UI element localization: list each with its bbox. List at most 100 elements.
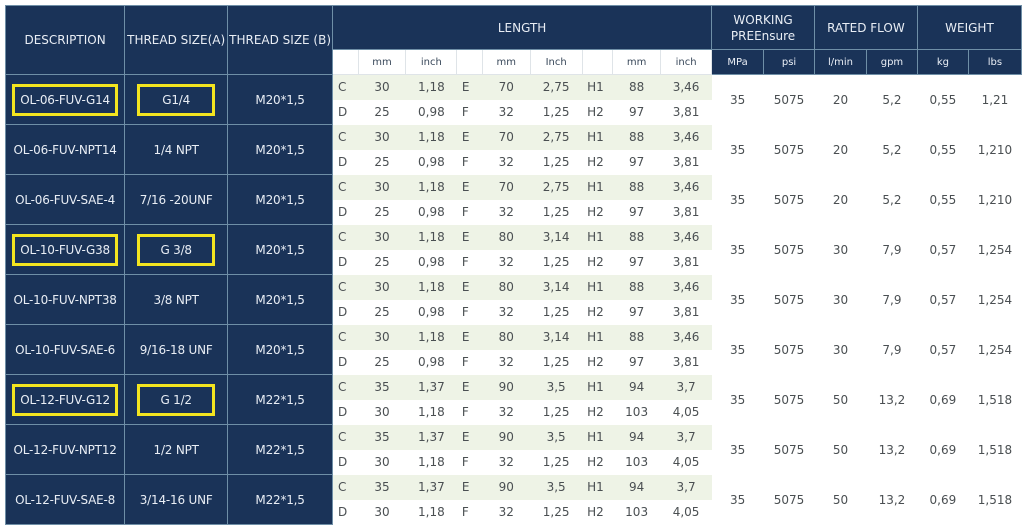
row-label: C <box>332 74 359 100</box>
table-row: OL-06-FUV-G14 G1/4 M20*1,5 C 30 1,18 E 70 2,75 H1… <box>4 74 1022 125</box>
thread-size: 1/4 NPT <box>153 142 199 157</box>
table-row: OL-12-FUV-G12 G 1/2 M22*1,5 C 35 1,37 E 90 3,5 H1… <box>4 374 1022 425</box>
d-inch: 0,98 <box>405 299 457 325</box>
thread-size-b-cell: M22*1,5 <box>227 474 334 525</box>
e-inch: 3,14 <box>530 324 583 350</box>
unit-mm: mm <box>612 49 662 75</box>
weight-lbs: 1,21 <box>968 74 1022 125</box>
rated-flow-lmin: 20 <box>814 174 867 225</box>
c-mm: 30 <box>358 174 406 200</box>
thread-size-b-cell: M20*1,5 <box>227 224 334 275</box>
e-inch: 2,75 <box>530 174 583 200</box>
working-pressure-mpa: 35 <box>711 474 764 525</box>
thread-size: M22*1,5 <box>255 492 305 507</box>
weight-kg: 0,55 <box>917 74 969 125</box>
unit-gpm: gpm <box>865 49 918 75</box>
h2-inch: 4,05 <box>660 499 712 525</box>
working-pressure-mpa: 35 <box>711 424 764 475</box>
d-inch: 1,18 <box>405 399 457 425</box>
working-pressure-mpa: 35 <box>711 274 764 325</box>
h1-inch: 3,46 <box>660 224 712 250</box>
c-inch: 1,37 <box>405 424 457 450</box>
unit-mm: mm <box>357 49 407 75</box>
row-label: H2 <box>582 249 613 275</box>
e-mm: 70 <box>482 74 531 100</box>
h2-mm: 97 <box>612 249 661 275</box>
row-label: C <box>332 224 359 250</box>
h1-mm: 88 <box>612 324 661 350</box>
row-label: H2 <box>582 349 613 375</box>
spec-table-body: OL-06-FUV-G14 G1/4 M20*1,5 C 30 1,18 E 70 2,75 H1… <box>4 74 1022 525</box>
row-label: H2 <box>582 199 613 225</box>
d-inch: 0,98 <box>405 199 457 225</box>
part-number: OL-12-FUV-G12 <box>12 383 119 416</box>
e-mm: 90 <box>482 474 531 500</box>
header-description: DESCRIPTION <box>4 5 126 75</box>
h2-mm: 97 <box>612 99 661 125</box>
d-mm: 25 <box>358 299 406 325</box>
c-inch: 1,37 <box>405 374 457 400</box>
thread-size-a-cell: 3/8 NPT <box>124 274 229 325</box>
table-row: D 25 0,98 F 32 1,25 H2 97 3,81 <box>6 299 1022 325</box>
thread-size: M20*1,5 <box>255 242 305 257</box>
part-number: OL-06-FUV-SAE-4 <box>15 192 116 207</box>
description-cell: OL-06-FUV-NPT14 <box>4 124 126 175</box>
d-mm: 25 <box>358 199 406 225</box>
c-inch: 1,18 <box>405 124 457 150</box>
rated-flow-gpm: 5,2 <box>866 124 918 175</box>
h2-mm: 103 <box>612 449 661 475</box>
d-inch: 0,98 <box>405 99 457 125</box>
weight-lbs: 1,210 <box>968 124 1022 175</box>
h1-inch: 3,46 <box>660 174 712 200</box>
h1-inch: 3,7 <box>660 424 712 450</box>
c-mm: 30 <box>358 224 406 250</box>
row-label: E <box>456 224 483 250</box>
working-pressure-psi: 5075 <box>763 124 815 175</box>
f-mm: 32 <box>482 499 531 525</box>
rated-flow-lmin: 20 <box>814 124 867 175</box>
row-label: H1 <box>582 424 613 450</box>
thread-size: M20*1,5 <box>255 92 305 107</box>
c-inch: 1,18 <box>405 174 457 200</box>
row-label: H1 <box>582 174 613 200</box>
row-label: F <box>456 199 483 225</box>
working-pressure-psi: 5075 <box>763 174 815 225</box>
row-label: H2 <box>582 99 613 125</box>
c-mm: 30 <box>358 324 406 350</box>
description-cell: OL-06-FUV-SAE-4 <box>4 174 126 225</box>
row-label: E <box>456 424 483 450</box>
e-mm: 70 <box>482 174 531 200</box>
f-inch: 1,25 <box>530 299 583 325</box>
row-label: F <box>456 149 483 175</box>
working-pressure-psi: 5075 <box>763 474 815 525</box>
h2-inch: 4,05 <box>660 449 712 475</box>
header-rated-flow: RATED FLOW <box>814 5 918 50</box>
d-mm: 30 <box>358 449 406 475</box>
h2-inch: 4,05 <box>660 399 712 425</box>
table-row: D 25 0,98 F 32 1,25 H2 97 3,81 <box>6 199 1022 225</box>
row-label: D <box>332 299 359 325</box>
h2-inch: 3,81 <box>660 249 712 275</box>
thread-size: M22*1,5 <box>255 442 305 457</box>
h1-mm: 94 <box>612 474 661 500</box>
rated-flow-gpm: 7,9 <box>866 274 918 325</box>
f-inch: 1,25 <box>530 499 583 525</box>
row-label: D <box>332 99 359 125</box>
h2-mm: 103 <box>612 399 661 425</box>
rated-flow-gpm: 13,2 <box>866 424 918 475</box>
e-inch: 3,14 <box>530 274 583 300</box>
f-mm: 32 <box>482 299 531 325</box>
h1-inch: 3,46 <box>660 74 712 100</box>
e-mm: 70 <box>482 124 531 150</box>
weight-kg: 0,57 <box>917 324 969 375</box>
d-mm: 25 <box>358 249 406 275</box>
thread-size: 3/8 NPT <box>153 292 199 307</box>
unit-blank <box>456 49 483 75</box>
h2-mm: 97 <box>612 149 661 175</box>
weight-kg: 0,69 <box>917 374 969 425</box>
working-pressure-psi: 5075 <box>763 424 815 475</box>
e-mm: 80 <box>482 224 531 250</box>
row-label: C <box>332 474 359 500</box>
row-label: C <box>332 424 359 450</box>
h1-mm: 88 <box>612 124 661 150</box>
